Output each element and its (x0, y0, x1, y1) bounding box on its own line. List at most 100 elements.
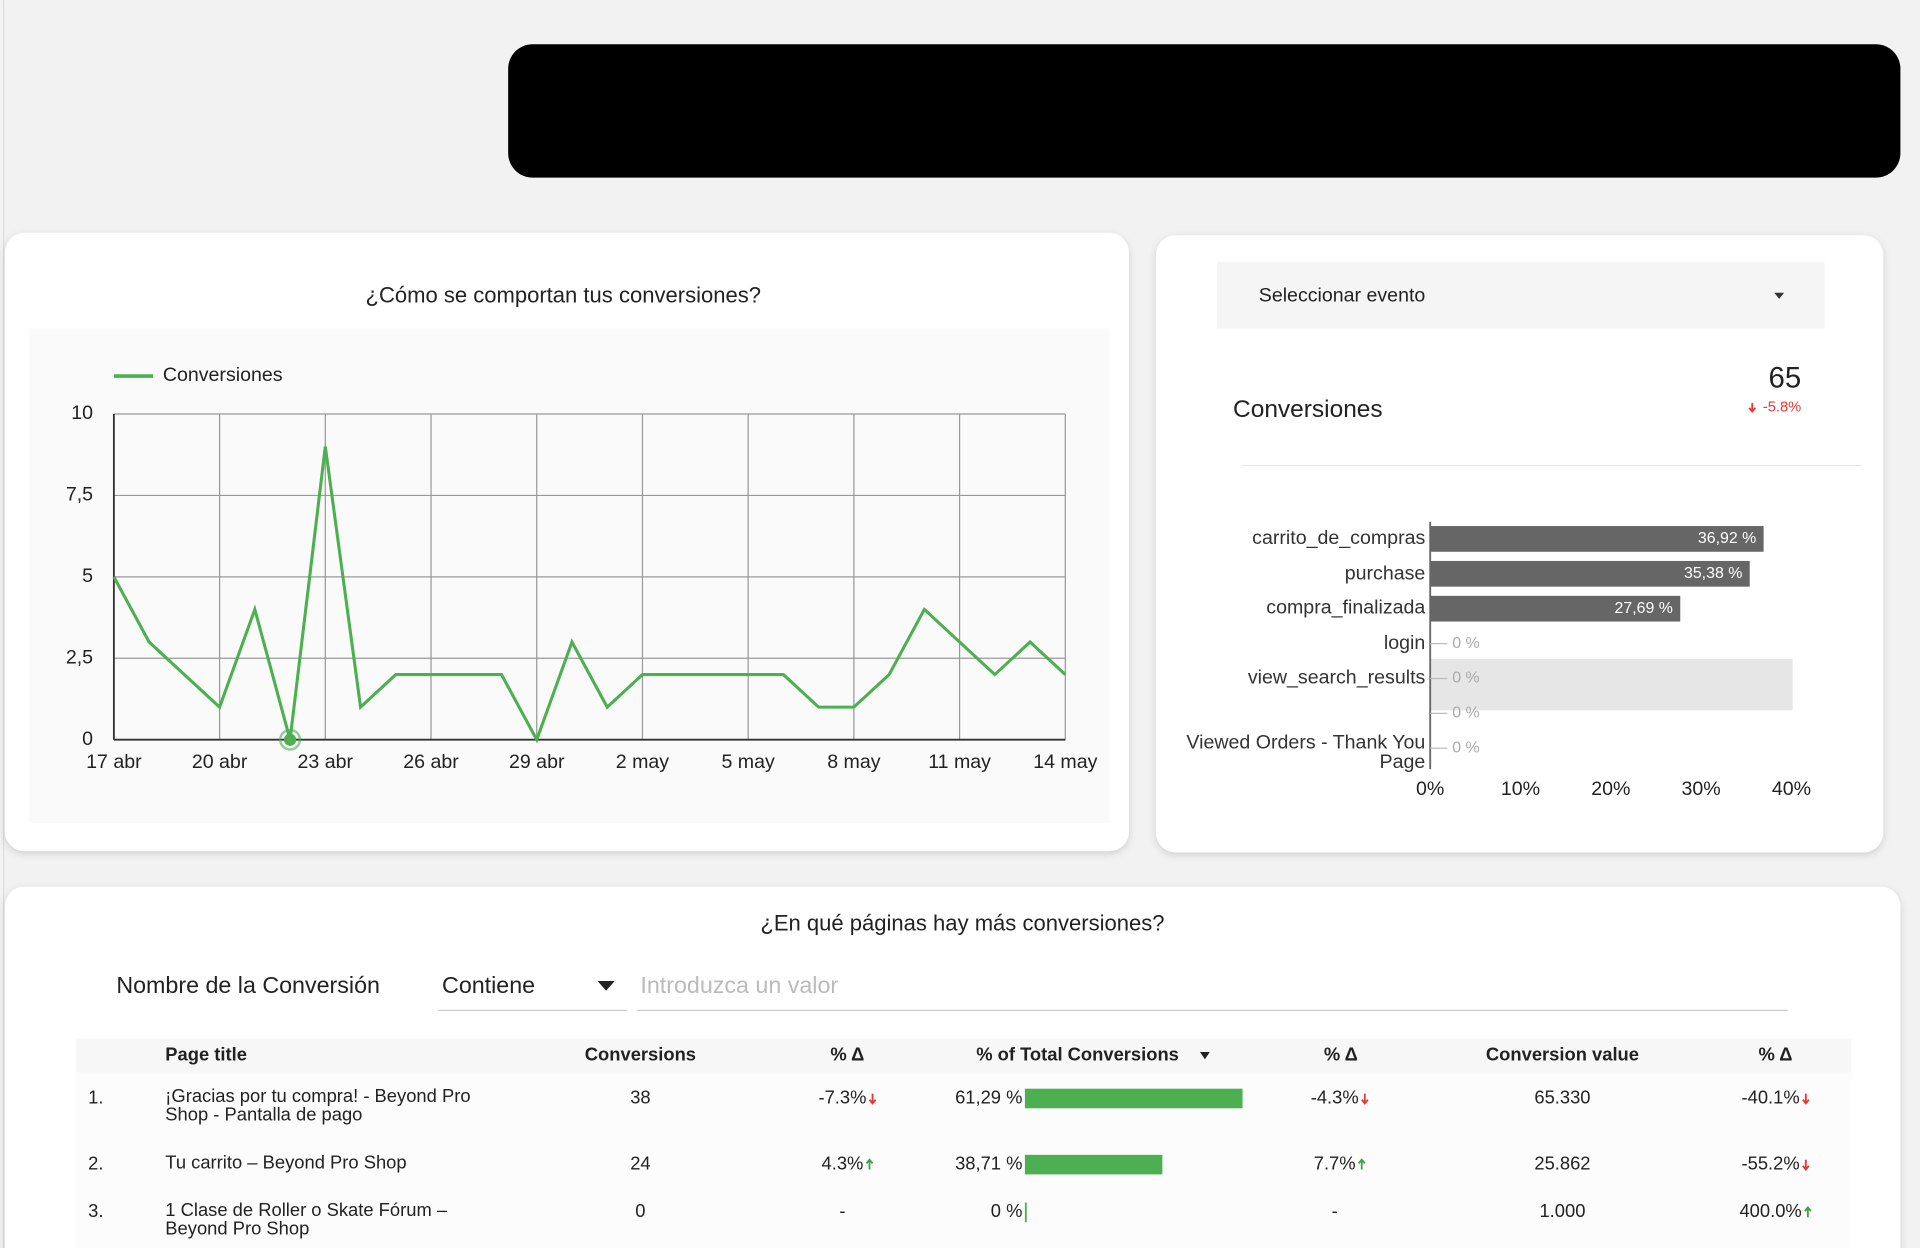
x-tick-label: 40% (1772, 778, 1811, 800)
y-tick-label: view_search_results (1247, 667, 1426, 689)
share-bar (1024, 1202, 1027, 1223)
bar-value-label: 0 % (1452, 635, 1479, 652)
row-index: 3. (88, 1200, 103, 1221)
filter-field: Nombre de la Conversión (116, 972, 380, 998)
bar-value-label: 36,92 % (1698, 530, 1756, 547)
x-tick-label: 10% (1501, 778, 1540, 800)
sort-caret (1200, 1051, 1210, 1060)
cell: 61,29 % (955, 1086, 1022, 1107)
delta-arrow (868, 1093, 877, 1105)
x-tick-label: 30% (1682, 778, 1721, 800)
page-title: 1 Clase de Roller o Skate Fórum – Beyond… (165, 1201, 448, 1240)
x-tick-label: 20% (1591, 778, 1630, 800)
delta-arrow (1748, 402, 1757, 413)
y-tick-label: login (1383, 632, 1426, 654)
cell: 4.3% (822, 1152, 864, 1173)
delta-arrow (1357, 1158, 1366, 1170)
column-header: Page title (165, 1043, 247, 1064)
y-tick-label-box: compra_finalizada (1266, 597, 1426, 619)
score-label: Conversiones (1233, 396, 1383, 423)
y-tick-label-box: view_search_results (1247, 667, 1426, 689)
y-tick-label: compra_finalizada (1266, 597, 1426, 619)
y-tick-label: 2,5 (66, 646, 93, 668)
bar-value-label: 0 % (1452, 670, 1479, 687)
legend-label: Conversiones (163, 364, 283, 386)
share-bar (1024, 1154, 1163, 1175)
bar (1430, 560, 1750, 587)
x-tick-label: 26 abr (403, 751, 459, 773)
delta-arrow (1802, 1159, 1810, 1171)
bar-value-label: 35,38 % (1684, 565, 1742, 582)
cell: -55.2% (1742, 1152, 1800, 1173)
cell: 7.7% (1314, 1152, 1356, 1173)
y-tick-label-box: login (1383, 632, 1426, 654)
table-body-bg (75, 1072, 1852, 1248)
delta-arrow (1361, 1093, 1369, 1105)
page-title: ¡Gracias por tu compra! - Beyond Pro Sho… (165, 1087, 471, 1126)
y-tick-label: 5 (82, 565, 93, 587)
cell: 1.000 (1539, 1200, 1585, 1221)
y-tick-label: 0 (82, 728, 93, 750)
y-tick-label: 10 (71, 402, 93, 424)
table-title: ¿En qué páginas hay más conversiones? (760, 910, 1164, 935)
cell: 25.862 (1534, 1152, 1590, 1173)
row-index: 1. (88, 1086, 103, 1107)
column-header: % Δ (830, 1043, 864, 1064)
dropdown-label[interactable]: Seleccionar evento (1259, 285, 1426, 307)
cell: - (839, 1200, 845, 1221)
x-tick-label: 23 abr (298, 751, 354, 773)
column-header: % Δ (1324, 1043, 1358, 1064)
dropdown-caret[interactable] (1774, 292, 1785, 299)
y-tick-label-box: purchase (1344, 562, 1426, 584)
event-dropdown[interactable] (1217, 262, 1825, 329)
hover-ring (279, 728, 302, 751)
filter-operator[interactable]: Contiene (442, 972, 535, 998)
cell: 0 (635, 1200, 645, 1221)
cell: 38,71 % (955, 1152, 1022, 1173)
column-header: Conversion value (1486, 1043, 1639, 1064)
delta-arrow (865, 1158, 874, 1170)
cell: 24 (630, 1152, 650, 1173)
y-tick-label: purchase (1344, 562, 1426, 584)
operator-caret[interactable] (597, 980, 615, 991)
column-header: % Δ (1759, 1043, 1793, 1064)
x-tick-label: 8 may (827, 751, 881, 773)
column-header: Conversions (585, 1043, 696, 1064)
x-tick-label: 5 may (721, 751, 775, 773)
cell: 0 % (991, 1200, 1023, 1221)
x-tick-label: 0% (1416, 778, 1444, 800)
cell: 65.330 (1534, 1086, 1590, 1107)
share-bar (1024, 1088, 1243, 1109)
delta-arrow (1802, 1093, 1810, 1105)
hover-band (1430, 658, 1793, 711)
table-header-bg (75, 1038, 1852, 1073)
y-tick-label: carrito_de_compras (1252, 527, 1426, 549)
page-title-box: ¡Gracias por tu compra! - Beyond Pro Sho… (165, 1087, 471, 1126)
hover-point (283, 733, 297, 746)
cell: 400.0% (1739, 1200, 1801, 1221)
bar-value-label: 0 % (1452, 739, 1479, 756)
score-value: 65 (1769, 361, 1802, 394)
x-tick-label: 20 abr (192, 751, 248, 773)
x-tick-label: 11 may (928, 751, 991, 773)
x-tick-label: 14 may (1033, 751, 1097, 773)
cell: -4.3% (1311, 1086, 1359, 1107)
cell: -7.3% (818, 1086, 866, 1107)
score-delta: -5.8% (1763, 400, 1801, 416)
x-tick-label: 17 abr (86, 751, 142, 773)
chart-title: ¿Cómo se comportan tus conversiones? (365, 282, 761, 307)
redacted-header (508, 44, 1901, 178)
bar (1430, 526, 1764, 552)
bar (1430, 595, 1681, 622)
page-title: Tu carrito – Beyond Pro Shop (165, 1153, 407, 1174)
y-tick-label-box: carrito_de_compras (1252, 527, 1426, 549)
bar-value-label: 0 % (1452, 705, 1479, 722)
column-header: % of Total Conversions (976, 1043, 1179, 1064)
y-tick-label: Viewed Orders - Thank You Page (1186, 732, 1426, 773)
filter-input[interactable]: Introduzca un valor (640, 972, 838, 998)
bar-value-label: 27,69 % (1615, 600, 1673, 617)
cell: -40.1% (1742, 1086, 1800, 1107)
line-series (112, 446, 1067, 744)
chart-bg (29, 328, 1110, 823)
